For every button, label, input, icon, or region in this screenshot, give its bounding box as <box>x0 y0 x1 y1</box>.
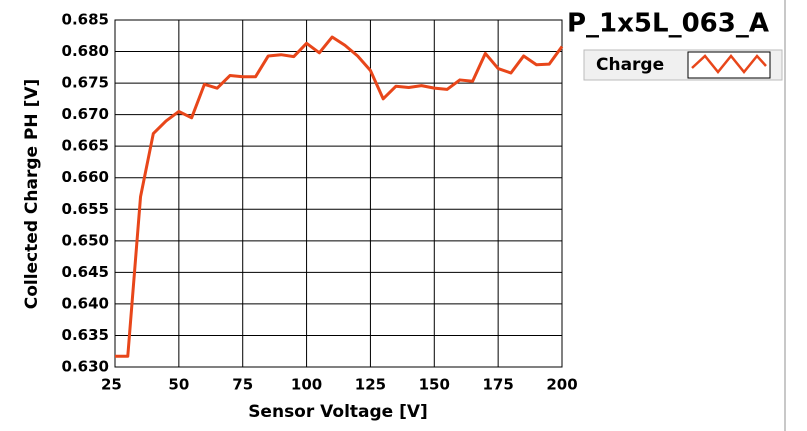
y-tick-label: 0.680 <box>62 42 109 60</box>
x-tick-label: 200 <box>546 376 577 394</box>
x-tick-label: 100 <box>291 376 322 394</box>
legend-swatch <box>691 54 767 74</box>
y-tick-label: 0.635 <box>62 326 109 344</box>
chart-title: P_1x5L_063_A <box>567 9 769 39</box>
x-tick-label: 75 <box>232 376 253 394</box>
y-tick-label: 0.685 <box>62 11 109 29</box>
x-tick-label: 175 <box>482 376 513 394</box>
y-tick-label: 0.675 <box>62 74 109 92</box>
y-tick-label: 0.670 <box>62 105 109 123</box>
x-tick-label: 150 <box>419 376 450 394</box>
y-tick-label: 0.630 <box>62 358 109 376</box>
y-axis-label: Collected Charge PH [V] <box>22 79 42 310</box>
y-tick-label: 0.655 <box>62 200 109 218</box>
x-axis-label: Sensor Voltage [V] <box>248 402 428 422</box>
y-tick-label: 0.640 <box>62 294 109 312</box>
legend-label: Charge <box>596 55 664 75</box>
plot-area <box>114 19 563 368</box>
y-tick-label: 0.645 <box>62 263 109 281</box>
y-tick-label: 0.660 <box>62 168 109 186</box>
x-tick-label: 25 <box>101 376 122 394</box>
data-line <box>115 35 564 358</box>
x-tick-label: 125 <box>355 376 386 394</box>
x-tick-label: 50 <box>168 376 189 394</box>
y-tick-label: 0.665 <box>62 137 109 155</box>
y-tick-label: 0.650 <box>62 231 109 249</box>
